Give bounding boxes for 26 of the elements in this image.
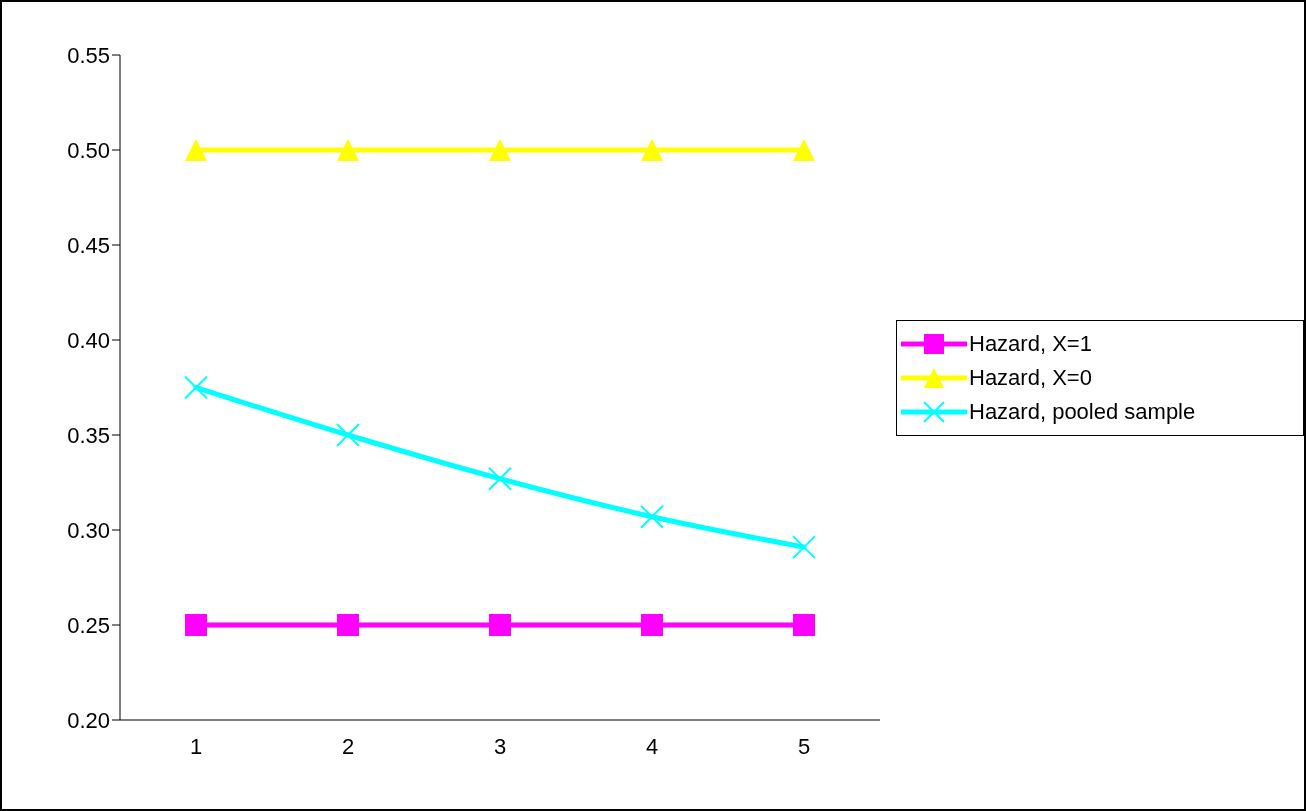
- y-tick-label: 0.35: [67, 422, 110, 448]
- y-tick-label: 0.25: [67, 612, 110, 638]
- point: [185, 614, 207, 636]
- point: [337, 614, 359, 636]
- x-tick-label: 1: [189, 733, 203, 759]
- x-tick-label: 3: [493, 733, 507, 759]
- y-tick-label: 0.20: [67, 707, 110, 733]
- point: [793, 614, 815, 636]
- point: [641, 139, 663, 161]
- x-tick-label: 4: [645, 733, 659, 759]
- y-tick-label: 0.45: [67, 232, 110, 258]
- legend-label: Hazard, X=0: [969, 365, 1092, 391]
- point: [489, 139, 511, 161]
- x-tick-label: 2: [341, 733, 355, 759]
- x-tick-label: 5: [797, 733, 811, 759]
- point: [337, 139, 359, 161]
- point: [641, 614, 663, 636]
- point: [793, 139, 815, 161]
- legend-label: Hazard, X=1: [969, 331, 1092, 357]
- y-tick-label: 0.55: [67, 42, 110, 68]
- point: [489, 614, 511, 636]
- y-tick-label: 0.40: [67, 327, 110, 353]
- legend-label: Hazard, pooled sample: [969, 399, 1196, 425]
- y-tick-label: 0.50: [67, 137, 110, 163]
- point: [185, 139, 207, 161]
- y-tick-label: 0.30: [67, 517, 110, 543]
